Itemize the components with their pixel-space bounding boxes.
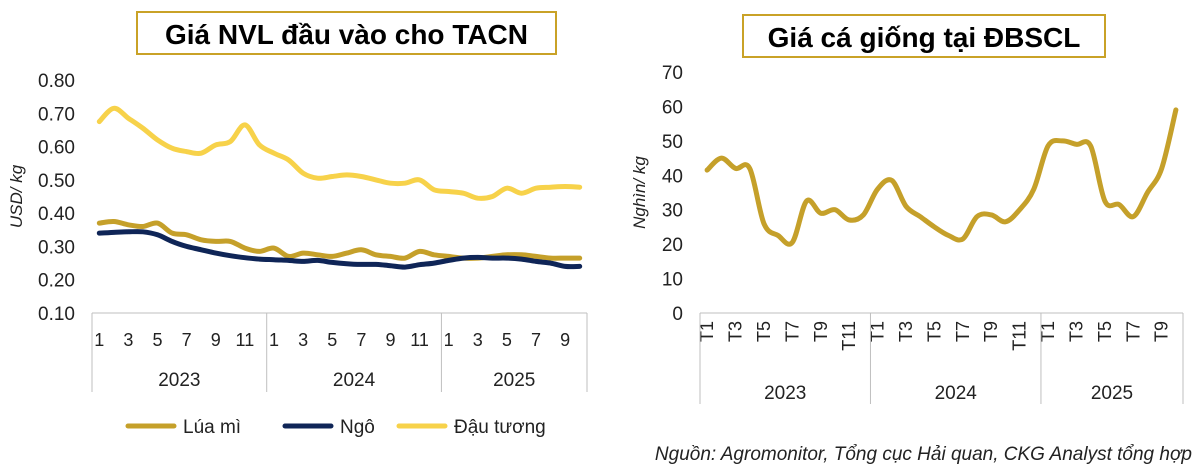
year-label: 2025 bbox=[1091, 383, 1133, 404]
y-tick-label: 0.60 bbox=[38, 138, 75, 159]
y-tick-label: 60 bbox=[662, 97, 683, 118]
x-tick-label: T7 bbox=[1123, 321, 1143, 342]
x-tick-label: T11 bbox=[839, 321, 859, 351]
x-tick-label: T9 bbox=[1152, 321, 1172, 342]
y-tick-label: 40 bbox=[662, 166, 683, 187]
y-tick-label: 0.20 bbox=[38, 271, 75, 292]
x-tick-label: 5 bbox=[153, 330, 163, 350]
x-tick-label: T11 bbox=[1010, 321, 1030, 351]
legend-label: Đậu tương bbox=[454, 417, 546, 438]
x-tick-label: T5 bbox=[754, 321, 774, 342]
x-tick-label: 9 bbox=[385, 330, 395, 350]
y-tick-label: 10 bbox=[662, 270, 683, 291]
y-axis-title: Nghìn/ kg bbox=[630, 156, 649, 229]
x-tick-label: 1 bbox=[269, 330, 279, 350]
series-line bbox=[96, 105, 583, 201]
x-tick-label: T1 bbox=[868, 321, 888, 342]
y-tick-label: 0.30 bbox=[38, 237, 75, 258]
series-line bbox=[704, 107, 1179, 247]
x-tick-label: 5 bbox=[502, 330, 512, 350]
x-tick-label: T9 bbox=[981, 321, 1001, 342]
x-tick-label: 11 bbox=[410, 330, 429, 350]
y-tick-label: 0.40 bbox=[38, 204, 75, 225]
y-tick-label: 0.70 bbox=[38, 104, 75, 125]
right-chart-title: Giá cá giống tại ĐBSCL bbox=[742, 14, 1106, 58]
x-tick-label: T1 bbox=[697, 321, 717, 342]
left-line-chart: 0.10 0.20 0.30 0.40 0.50 0.60 0.70 0.80 USD/ kg 1… bbox=[7, 71, 588, 392]
year-label: 2023 bbox=[764, 383, 806, 404]
x-tick-label: T3 bbox=[726, 321, 746, 342]
right-line-chart: 0 10 20 30 40 50 60 70 Nghìn/ kg T1 T3 T5 T7 T9 T11 T1 T… bbox=[630, 63, 1184, 404]
y-tick-label: 30 bbox=[662, 201, 683, 222]
x-tick-label: 9 bbox=[211, 330, 221, 350]
x-tick-label: 5 bbox=[327, 330, 337, 350]
y-tick-label: 0.50 bbox=[38, 171, 75, 192]
y-tick-label: 20 bbox=[662, 235, 683, 256]
year-label: 2024 bbox=[333, 370, 376, 391]
x-tick-label: 11 bbox=[236, 330, 255, 350]
x-tick-label: 9 bbox=[560, 330, 570, 350]
x-tick-label: T3 bbox=[896, 321, 916, 342]
left-chart-legend: Lúa mì Ngô Đậu tương bbox=[125, 417, 546, 438]
y-axis-title: USD/ kg bbox=[7, 164, 26, 228]
y-tick-label: 50 bbox=[662, 132, 683, 153]
series-line bbox=[96, 218, 583, 261]
year-label: 2023 bbox=[158, 370, 200, 391]
x-tick-label: T7 bbox=[953, 321, 973, 342]
legend-label: Ngô bbox=[340, 417, 375, 438]
x-tick-label: T1 bbox=[1038, 321, 1058, 342]
legend-label: Lúa mì bbox=[183, 417, 241, 438]
source-note: Nguồn: Agromonitor, Tổng cục Hải quan, C… bbox=[654, 444, 1192, 465]
x-tick-label: 7 bbox=[182, 330, 192, 350]
x-tick-label: T5 bbox=[1095, 321, 1115, 342]
x-tick-label: 7 bbox=[531, 330, 541, 350]
x-tick-label: 3 bbox=[298, 330, 308, 350]
y-tick-label: 70 bbox=[662, 63, 683, 84]
series-line bbox=[96, 229, 583, 270]
year-label: 2024 bbox=[935, 383, 978, 404]
left-chart-title: Giá NVL đầu vào cho TACN bbox=[136, 11, 557, 55]
x-tick-label: T5 bbox=[924, 321, 944, 342]
x-tick-label: T9 bbox=[811, 321, 831, 342]
x-tick-label: T7 bbox=[782, 321, 802, 342]
x-tick-label: 3 bbox=[473, 330, 483, 350]
x-tick-label: T3 bbox=[1066, 321, 1086, 342]
year-label: 2025 bbox=[493, 370, 535, 391]
x-tick-label: 1 bbox=[444, 330, 454, 350]
x-tick-label: 1 bbox=[94, 330, 104, 350]
x-tick-label: 7 bbox=[356, 330, 366, 350]
y-tick-label: 0 bbox=[672, 304, 683, 325]
y-tick-label: 0.80 bbox=[38, 71, 75, 92]
x-tick-label: 3 bbox=[123, 330, 133, 350]
y-tick-label: 0.10 bbox=[38, 304, 75, 325]
